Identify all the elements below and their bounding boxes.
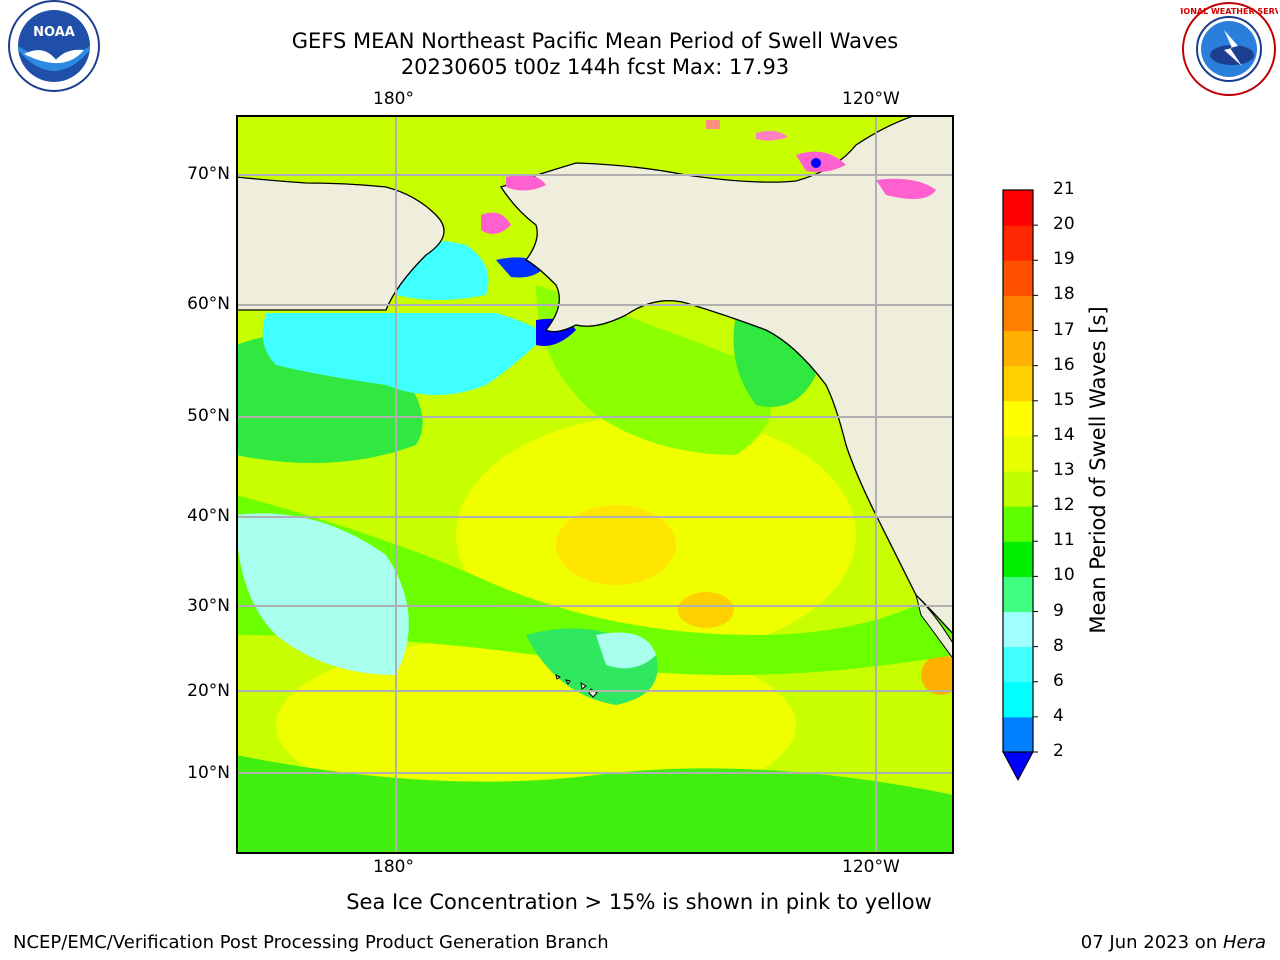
lat-label-20n: 20°N [187,681,230,701]
colorbar-label: Mean Period of Swell Waves [s] [1086,306,1110,634]
colorbar-extend-min [1002,751,1034,782]
lat-label-70n: 70°N [187,164,230,184]
colorbar-tick-label: 16 [1053,354,1075,375]
colorbar-segment [1003,506,1033,542]
graticule [236,115,954,854]
swell-zone-16s [678,592,734,628]
colorbar [1002,189,1038,782]
colorbar-segment [1003,330,1033,367]
colorbar-segment [1003,541,1033,577]
swell-zone-17s [921,655,954,695]
footer-right: 07 Jun 2023 on Hera [1081,932,1266,953]
swell-zone-9s-small [596,632,656,669]
colorbar-frame [1002,189,1034,753]
colorbar-tick-label: 2 [1053,741,1064,761]
swell-zone-9s [236,513,409,675]
lat-label-40n: 40°N [187,506,230,526]
colorbar-tick-label: 21 [1053,179,1075,199]
footer-host: Hera [1222,932,1266,953]
colorbar-segment [1003,225,1033,261]
swell-zone-15s [556,505,676,585]
colorbar-segment [1003,681,1033,718]
colorbar-segment [1003,260,1033,296]
colorbar-tick-label: 18 [1053,284,1075,305]
map-frame [236,115,954,854]
colorbar-tick-label: 15 [1053,389,1075,410]
footer-date: 07 Jun 2023 on [1080,932,1223,953]
lon-label-top-180: 180° [373,89,414,109]
lat-label-10n: 10°N [187,763,230,783]
lon-label-top-120w: 120°W [842,89,900,109]
swell-band-12s [236,495,954,675]
lat-label-60n: 60°N [187,294,230,314]
colorbar-tick-label: 13 [1053,460,1075,480]
colorbar-segment [1003,435,1033,472]
sea-ice-note: Sea Ice Concentration > 15% is shown in … [346,890,932,914]
lon-label-bottom-120w: 120°W [842,857,900,877]
nws-logo-text: NATIONAL WEATHER SERVICE [1180,7,1278,16]
colorbar-segment [1003,576,1033,612]
baja-land [915,593,954,661]
chart-subtitle: 20230605 t00z 144h fcst Max: 17.93 [400,55,790,79]
colorbar-tick-label: 20 [1053,214,1075,235]
lat-label-50n: 50°N [187,406,230,426]
sea-ice-arctic-small [706,120,720,129]
swell-period-map [236,115,954,854]
swell-zone-10s-east [733,315,816,407]
footer-left: NCEP/EMC/Verification Post Processing Pr… [13,932,609,953]
colorbar-segment [1003,295,1033,331]
colorbar-tick-label: 12 [1053,495,1075,516]
swell-band-11s-south [236,755,954,854]
colorbar-tick-label: 11 [1053,530,1075,551]
sea-ice-arctic [756,130,788,141]
swell-band-12s-north [536,285,772,455]
colorbar-tick-label: 6 [1053,670,1064,691]
colorbar-tick-label: 19 [1053,249,1075,270]
hawaii-islands [555,674,598,698]
colorbar-tick-label: 17 [1053,319,1075,340]
nws-logo-icon: NATIONAL WEATHER SERVICE [1180,2,1278,96]
noaa-logo-text: NOAA [33,25,75,40]
lon-label-bottom-180: 180° [373,857,414,877]
noaa-logo-icon: NOAA [8,0,100,92]
sea-ice-beaufort [796,151,846,173]
siberia-land [236,115,445,311]
colorbar-tick-label: 14 [1053,424,1075,445]
colorbar-tick-label: 9 [1053,600,1064,621]
sea-ice-core [811,158,821,168]
colorbar-segment [1003,400,1033,437]
chart-title: GEFS MEAN Northeast Pacific Mean Period … [291,29,899,53]
lat-label-30n: 30°N [187,596,230,616]
colorbar-segment [1003,716,1033,753]
colorbar-segment [1003,365,1033,402]
colorbar-segment [1003,190,1033,226]
colorbar-segment [1003,611,1033,648]
sea-ice-chukchi [506,174,546,191]
sea-ice-kotzebue [481,212,511,234]
colorbar-tick-label: 8 [1053,635,1064,656]
sea-ice-archipelago [876,178,936,199]
colorbar-tick-label: 4 [1053,705,1064,726]
north-america-land [499,115,954,636]
colorbar-segment [1003,471,1033,507]
bering-sea-swell [262,313,546,395]
colorbar-segment [1003,646,1033,683]
colorbar-tick-label: 10 [1053,565,1075,586]
